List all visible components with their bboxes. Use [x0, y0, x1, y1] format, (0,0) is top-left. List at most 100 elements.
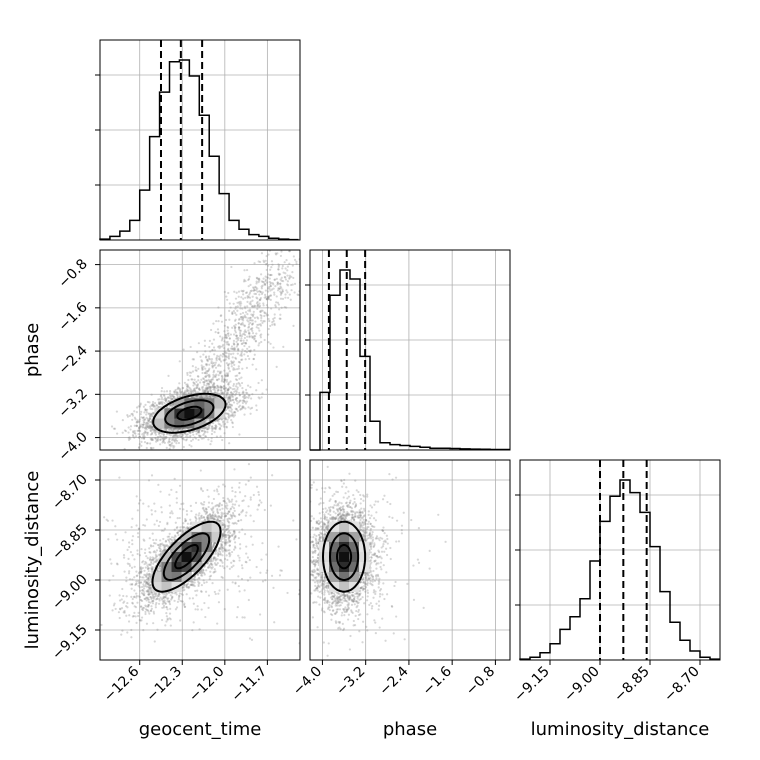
sample-point [186, 436, 189, 439]
sample-point [278, 308, 281, 311]
sample-point [191, 396, 194, 399]
sample-point [222, 359, 225, 362]
sample-point [233, 387, 236, 391]
sample-point [280, 292, 283, 295]
sample-point [267, 290, 270, 293]
sample-point [279, 297, 283, 300]
sample-point [181, 586, 184, 589]
sample-point [234, 331, 237, 334]
sample-point [226, 398, 230, 401]
sample-point [209, 389, 212, 392]
sample-point [150, 605, 153, 608]
sample-point [279, 313, 282, 316]
sample-point [235, 399, 239, 403]
sample-point [145, 421, 148, 425]
sample-point [292, 255, 295, 258]
sample-point [125, 605, 128, 608]
sample-point [251, 329, 254, 332]
sample-point [175, 442, 178, 445]
sample-point [129, 428, 132, 431]
sample-point [159, 596, 162, 599]
sample-point [202, 365, 205, 368]
sample-point [187, 585, 190, 589]
sample-point [165, 615, 168, 618]
sample-point [249, 412, 252, 415]
sample-point [257, 381, 260, 385]
sample-point [230, 391, 233, 394]
sample-point [279, 254, 283, 258]
sample-point [211, 429, 214, 432]
sample-point [150, 438, 153, 441]
sample-point [230, 394, 233, 397]
sample-point [208, 394, 211, 397]
sample-point [207, 374, 210, 377]
sample-point [233, 348, 236, 352]
sample-point [147, 569, 150, 573]
sample-point [230, 403, 233, 406]
sample-point [158, 402, 161, 406]
sample-point [197, 387, 201, 390]
sample-point [153, 429, 156, 432]
sample-point [238, 393, 241, 397]
sample-point [118, 599, 122, 602]
sample-point [151, 411, 154, 414]
sample-point [258, 289, 261, 293]
sample-point [239, 384, 242, 387]
sample-point [208, 388, 211, 391]
sample-point [190, 445, 193, 448]
sample-point [176, 434, 179, 437]
sample-point [244, 407, 247, 410]
sample-point [154, 437, 157, 440]
sample-point [151, 400, 155, 404]
sample-point [164, 548, 167, 551]
sample-point [217, 320, 220, 323]
sample-point [216, 328, 220, 331]
sample-point [230, 365, 233, 368]
sample-point [148, 591, 151, 594]
sample-point [230, 362, 233, 365]
sample-point [211, 395, 214, 398]
sample-point [247, 329, 250, 332]
sample-point [260, 396, 263, 399]
sample-point [214, 366, 218, 369]
sample-point [200, 359, 203, 362]
sample-point [151, 428, 154, 432]
sample-point [219, 314, 222, 318]
sample-point [248, 318, 252, 322]
sample-point [197, 434, 201, 437]
sample-point [142, 423, 145, 426]
sample-point [147, 424, 150, 428]
sample-point [241, 321, 244, 325]
sample-point [205, 387, 208, 390]
sample-point [206, 370, 209, 373]
sample-point [225, 372, 228, 375]
sample-point [230, 410, 233, 413]
sample-point [236, 301, 239, 304]
sample-point [263, 296, 266, 299]
sample-point [194, 387, 197, 390]
sample-point [223, 378, 226, 382]
sample-point [142, 576, 145, 579]
sample-point [253, 289, 256, 292]
sample-point [137, 436, 141, 439]
sample-point [168, 394, 172, 397]
sample-point [171, 397, 174, 401]
sample-point [269, 324, 272, 328]
sample-point [292, 276, 295, 280]
sample-point [277, 303, 280, 306]
sample-point [206, 386, 209, 389]
sample-point [233, 346, 236, 349]
sample-point [245, 396, 248, 399]
sample-point [149, 609, 153, 613]
sample-point [238, 556, 241, 559]
sample-point [152, 610, 155, 613]
sample-point [302, 276, 304, 278]
sample-point [214, 424, 217, 427]
sample-point [213, 386, 216, 389]
sample-point [277, 263, 280, 266]
sample-point [201, 396, 204, 399]
sample-point [168, 600, 171, 603]
sample-point [160, 432, 164, 435]
sample-point [206, 394, 209, 397]
sample-point [217, 358, 221, 361]
